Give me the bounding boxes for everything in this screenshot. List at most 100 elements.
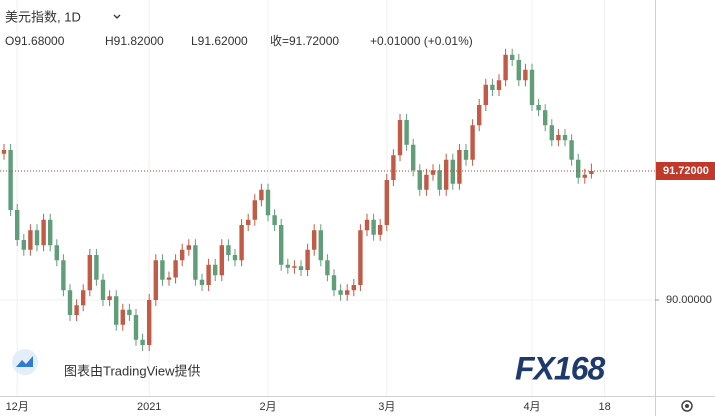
- interval-dropdown[interactable]: [113, 14, 121, 19]
- candle-body: [34, 230, 40, 246]
- candle-body: [61, 260, 66, 291]
- candle-body: [397, 120, 403, 156]
- candle-body: [496, 80, 502, 90]
- candle-body: [180, 249, 185, 261]
- legend-change: +0.01000 (+0.01%): [370, 34, 473, 48]
- candle-body: [28, 230, 33, 250]
- candle-body: [265, 189, 271, 216]
- candle-body: [391, 155, 396, 180]
- candle-body: [312, 230, 317, 250]
- candle-body: [166, 277, 172, 280]
- candle-body: [477, 105, 482, 126]
- candle-body: [21, 240, 26, 250]
- candle-body: [107, 296, 112, 300]
- candle-body: [358, 230, 363, 285]
- candle-body: [345, 290, 350, 295]
- candle-body: [536, 105, 541, 111]
- candle-body: [417, 170, 422, 190]
- candle-body: [81, 290, 86, 306]
- candle-body: [331, 275, 337, 291]
- candle-body: [74, 305, 79, 315]
- candle-body: [41, 219, 46, 246]
- settings-icon[interactable]: [681, 400, 693, 412]
- x-tick-label: 3月: [378, 401, 395, 413]
- candle-body: [510, 54, 515, 60]
- candle-body: [127, 309, 132, 315]
- candle-body: [503, 54, 508, 81]
- last-price-label: 91.72000: [663, 165, 709, 177]
- candle-body: [378, 225, 383, 235]
- candle-body: [114, 296, 119, 325]
- x-tick-label: 12月: [6, 401, 29, 413]
- candle-body: [523, 69, 528, 81]
- candle-body: [549, 125, 554, 141]
- candle-body: [569, 140, 574, 160]
- candle-body: [325, 260, 330, 276]
- candle-body: [153, 260, 158, 300]
- candle-body: [437, 170, 442, 190]
- last-price-box: [656, 162, 715, 180]
- candle-body: [543, 110, 548, 126]
- candle-body: [351, 285, 356, 291]
- candle-body: [279, 225, 284, 265]
- candle-body: [529, 69, 535, 105]
- candle-body: [133, 315, 139, 340]
- legend-open: O91.68000: [5, 34, 65, 48]
- watermark: 图表由TradingView提供: [64, 363, 201, 378]
- candle-body: [272, 215, 277, 225]
- candle-body: [490, 84, 495, 90]
- candle-body: [48, 219, 53, 246]
- candle-body: [457, 150, 462, 184]
- candle-body: [298, 266, 304, 270]
- candle-body: [259, 189, 264, 201]
- candle-body: [516, 60, 521, 81]
- candle-body: [562, 135, 568, 141]
- candle-body: [384, 180, 389, 225]
- candle-body: [147, 300, 152, 345]
- candle-body: [589, 171, 594, 174]
- candle-body: [219, 245, 224, 276]
- candle-body: [430, 170, 436, 175]
- candle-body: [444, 159, 449, 190]
- candle-body: [213, 264, 218, 276]
- candle-body: [140, 339, 145, 345]
- candle-body: [424, 174, 429, 190]
- candle-body: [470, 125, 475, 160]
- candle-body: [371, 219, 376, 235]
- y-tick-label: 90.00000: [666, 294, 712, 306]
- x-tick-label: 18: [598, 401, 610, 413]
- candle-body: [582, 174, 587, 178]
- candle-body: [338, 290, 343, 295]
- candle-body: [199, 279, 205, 285]
- candle-body: [404, 120, 409, 145]
- candle-body: [186, 245, 191, 250]
- candle-body: [576, 159, 581, 178]
- legend-low: L91.62000: [191, 34, 248, 48]
- candle-body: [246, 219, 251, 225]
- candle-body: [94, 255, 99, 280]
- candle-body: [67, 290, 73, 315]
- candle-body: [285, 264, 290, 268]
- x-tick-label: 4月: [523, 401, 540, 413]
- plot-area: [0, 0, 655, 396]
- candle-body: [226, 245, 231, 255]
- candle-body: [15, 210, 20, 240]
- candle-body: [318, 230, 323, 261]
- candle-body: [411, 144, 416, 171]
- candle-body: [100, 279, 106, 300]
- candle-body: [364, 219, 370, 231]
- logo: FX168: [515, 350, 605, 386]
- candle-body: [450, 159, 455, 184]
- candle-body: [193, 245, 198, 280]
- candle-body: [206, 264, 211, 285]
- legend-high: H91.82000: [105, 34, 164, 48]
- candle-body: [8, 150, 13, 210]
- candle-body: [1, 150, 7, 154]
- candle-body: [173, 260, 178, 278]
- x-tick-label: 2021: [137, 401, 161, 413]
- candle-body: [239, 225, 244, 261]
- candle-body: [232, 255, 238, 261]
- candle-body: [252, 200, 257, 220]
- candle-body: [87, 255, 92, 291]
